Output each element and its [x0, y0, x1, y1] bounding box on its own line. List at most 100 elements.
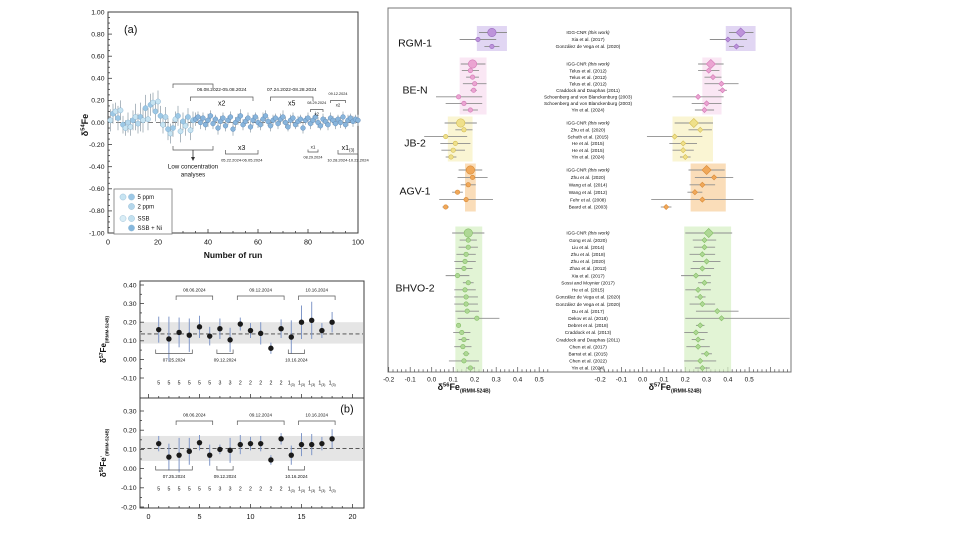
- data-point-d56: [465, 244, 471, 250]
- data-point: [252, 114, 259, 120]
- session-date: 09.12.2024: [249, 413, 272, 418]
- data-point-d57: [735, 27, 746, 38]
- x-tick-label: -0.2: [594, 377, 606, 384]
- data-point-d56: [461, 358, 467, 364]
- data-point-d57: [703, 350, 710, 357]
- study-label: Sossi and Moynier (2017): [561, 280, 615, 285]
- forest-group-rgm-1: RGM-1 IGG-CNR (this work) Xia et al. (2017…: [398, 26, 756, 51]
- forest-plot: -0.2 -0.1 0.0 0.1 0.2 0.3 0.4 0.5 -0.2 -0.1 0.0 0.1…: [383, 7, 792, 395]
- session-date: 08.29.2024: [303, 156, 322, 160]
- data-point: [258, 440, 264, 447]
- data-point-d56: [467, 107, 473, 113]
- x-tick-label: -0.1: [616, 377, 628, 384]
- data-point-d56: [489, 43, 495, 49]
- y-tick-label: -0.20: [89, 142, 105, 149]
- y-tick-label: 0.10: [123, 338, 136, 345]
- reference-band-d56: [455, 226, 483, 372]
- study-label: Schoenberg and von Blanckenburg (2003): [544, 101, 633, 106]
- data-point-d56: [487, 27, 497, 37]
- count-label: 5: [167, 381, 170, 387]
- legend: 5 ppm 2 ppm SSB SSB + Ni: [113, 188, 173, 235]
- panel-b-frame: [139, 397, 365, 509]
- data-point: [217, 446, 223, 453]
- legend-swatch: [128, 215, 135, 222]
- legend-swatch: [128, 203, 135, 210]
- data-point: [156, 440, 162, 447]
- session-mult: x1: [311, 145, 316, 150]
- low-conc-label: Low concentration: [168, 164, 219, 171]
- data-point: [156, 326, 162, 333]
- data-point: [207, 452, 213, 458]
- count-label: 5: [198, 487, 201, 493]
- session-bracket: [175, 420, 214, 425]
- y-tick-label: 0.00: [91, 120, 104, 127]
- data-point-d57: [709, 74, 717, 81]
- data-point: [167, 130, 174, 137]
- data-point: [319, 327, 325, 334]
- y-tick-label: -1.00: [89, 230, 105, 237]
- x-tick-label: 0.5: [745, 377, 754, 384]
- data-point: [325, 122, 331, 128]
- data-point: [166, 336, 172, 342]
- count-label: 5: [178, 381, 181, 387]
- data-point: [197, 119, 204, 126]
- x-tick-label: 40: [204, 238, 212, 247]
- data-point-d57: [680, 140, 687, 147]
- study-label: Wang et al. (2012): [569, 190, 608, 195]
- data-point: [152, 108, 159, 115]
- data-point-d57: [718, 315, 725, 322]
- data-point: [202, 122, 209, 128]
- session-date: 10.16.2024: [306, 413, 329, 418]
- data-point-d57: [680, 147, 687, 154]
- y-tick-label: 0.20: [91, 98, 104, 105]
- session-date: 10.16.2024: [285, 358, 308, 363]
- x-axis-title-left: δ56Fe(IRMM-524B): [438, 382, 491, 395]
- session-bracket: [330, 100, 346, 103]
- data-point-d57: [695, 336, 702, 343]
- data-point: [285, 124, 291, 130]
- data-point: [332, 120, 339, 127]
- data-point: [117, 107, 124, 114]
- y-tick-label: 0.60: [91, 54, 104, 61]
- study-label: Telus et al. (2012): [569, 75, 607, 80]
- legend-label: 5 ppm: [138, 195, 155, 201]
- data-point-d56: [443, 204, 449, 210]
- data-point: [227, 447, 233, 454]
- data-point: [227, 337, 233, 343]
- data-point-d57: [703, 227, 714, 239]
- session-bracket: [155, 466, 193, 471]
- data-point-d56: [465, 280, 471, 286]
- panel-a-label: (a): [124, 24, 137, 36]
- session-date: 09.12.2024: [328, 92, 347, 96]
- data-point: [205, 117, 211, 123]
- data-point-d56: [461, 266, 467, 272]
- session-date: 09.12.2024: [214, 474, 237, 479]
- data-point-d56: [452, 140, 458, 146]
- data-point: [115, 115, 121, 121]
- data-point: [237, 321, 243, 327]
- study-label: IGG-CNR (this work): [566, 30, 610, 35]
- study-label: Yin et al. (2024): [572, 155, 605, 160]
- count-label: 1(3): [318, 381, 325, 387]
- x-tick-label: 20: [349, 512, 357, 521]
- session-bracket: [216, 466, 234, 471]
- y-axis-title: δ57Fe(IRMM-524B): [99, 316, 109, 363]
- panel-b-label: (b): [340, 404, 353, 416]
- session-date: 10.16.2024: [285, 474, 308, 479]
- x-tick-label: 80: [304, 238, 312, 247]
- session-date: 10.28.2024-10.22.2024: [327, 158, 369, 163]
- study-label: IGG-CNR (this work): [566, 121, 610, 126]
- count-label: 2: [269, 381, 272, 387]
- y-tick-label: -0.10: [121, 485, 137, 492]
- data-point-d57: [697, 293, 704, 300]
- session-date: 08.06.2024: [183, 413, 206, 418]
- data-point: [305, 115, 311, 121]
- data-point: [268, 345, 274, 351]
- data-point: [122, 125, 129, 131]
- count-label: 1(3): [329, 487, 336, 493]
- data-point-d56: [443, 134, 449, 140]
- data-point: [170, 125, 176, 131]
- data-point: [207, 333, 213, 339]
- count-label: 2: [269, 487, 272, 493]
- study-label: He et al. (2015): [572, 141, 605, 146]
